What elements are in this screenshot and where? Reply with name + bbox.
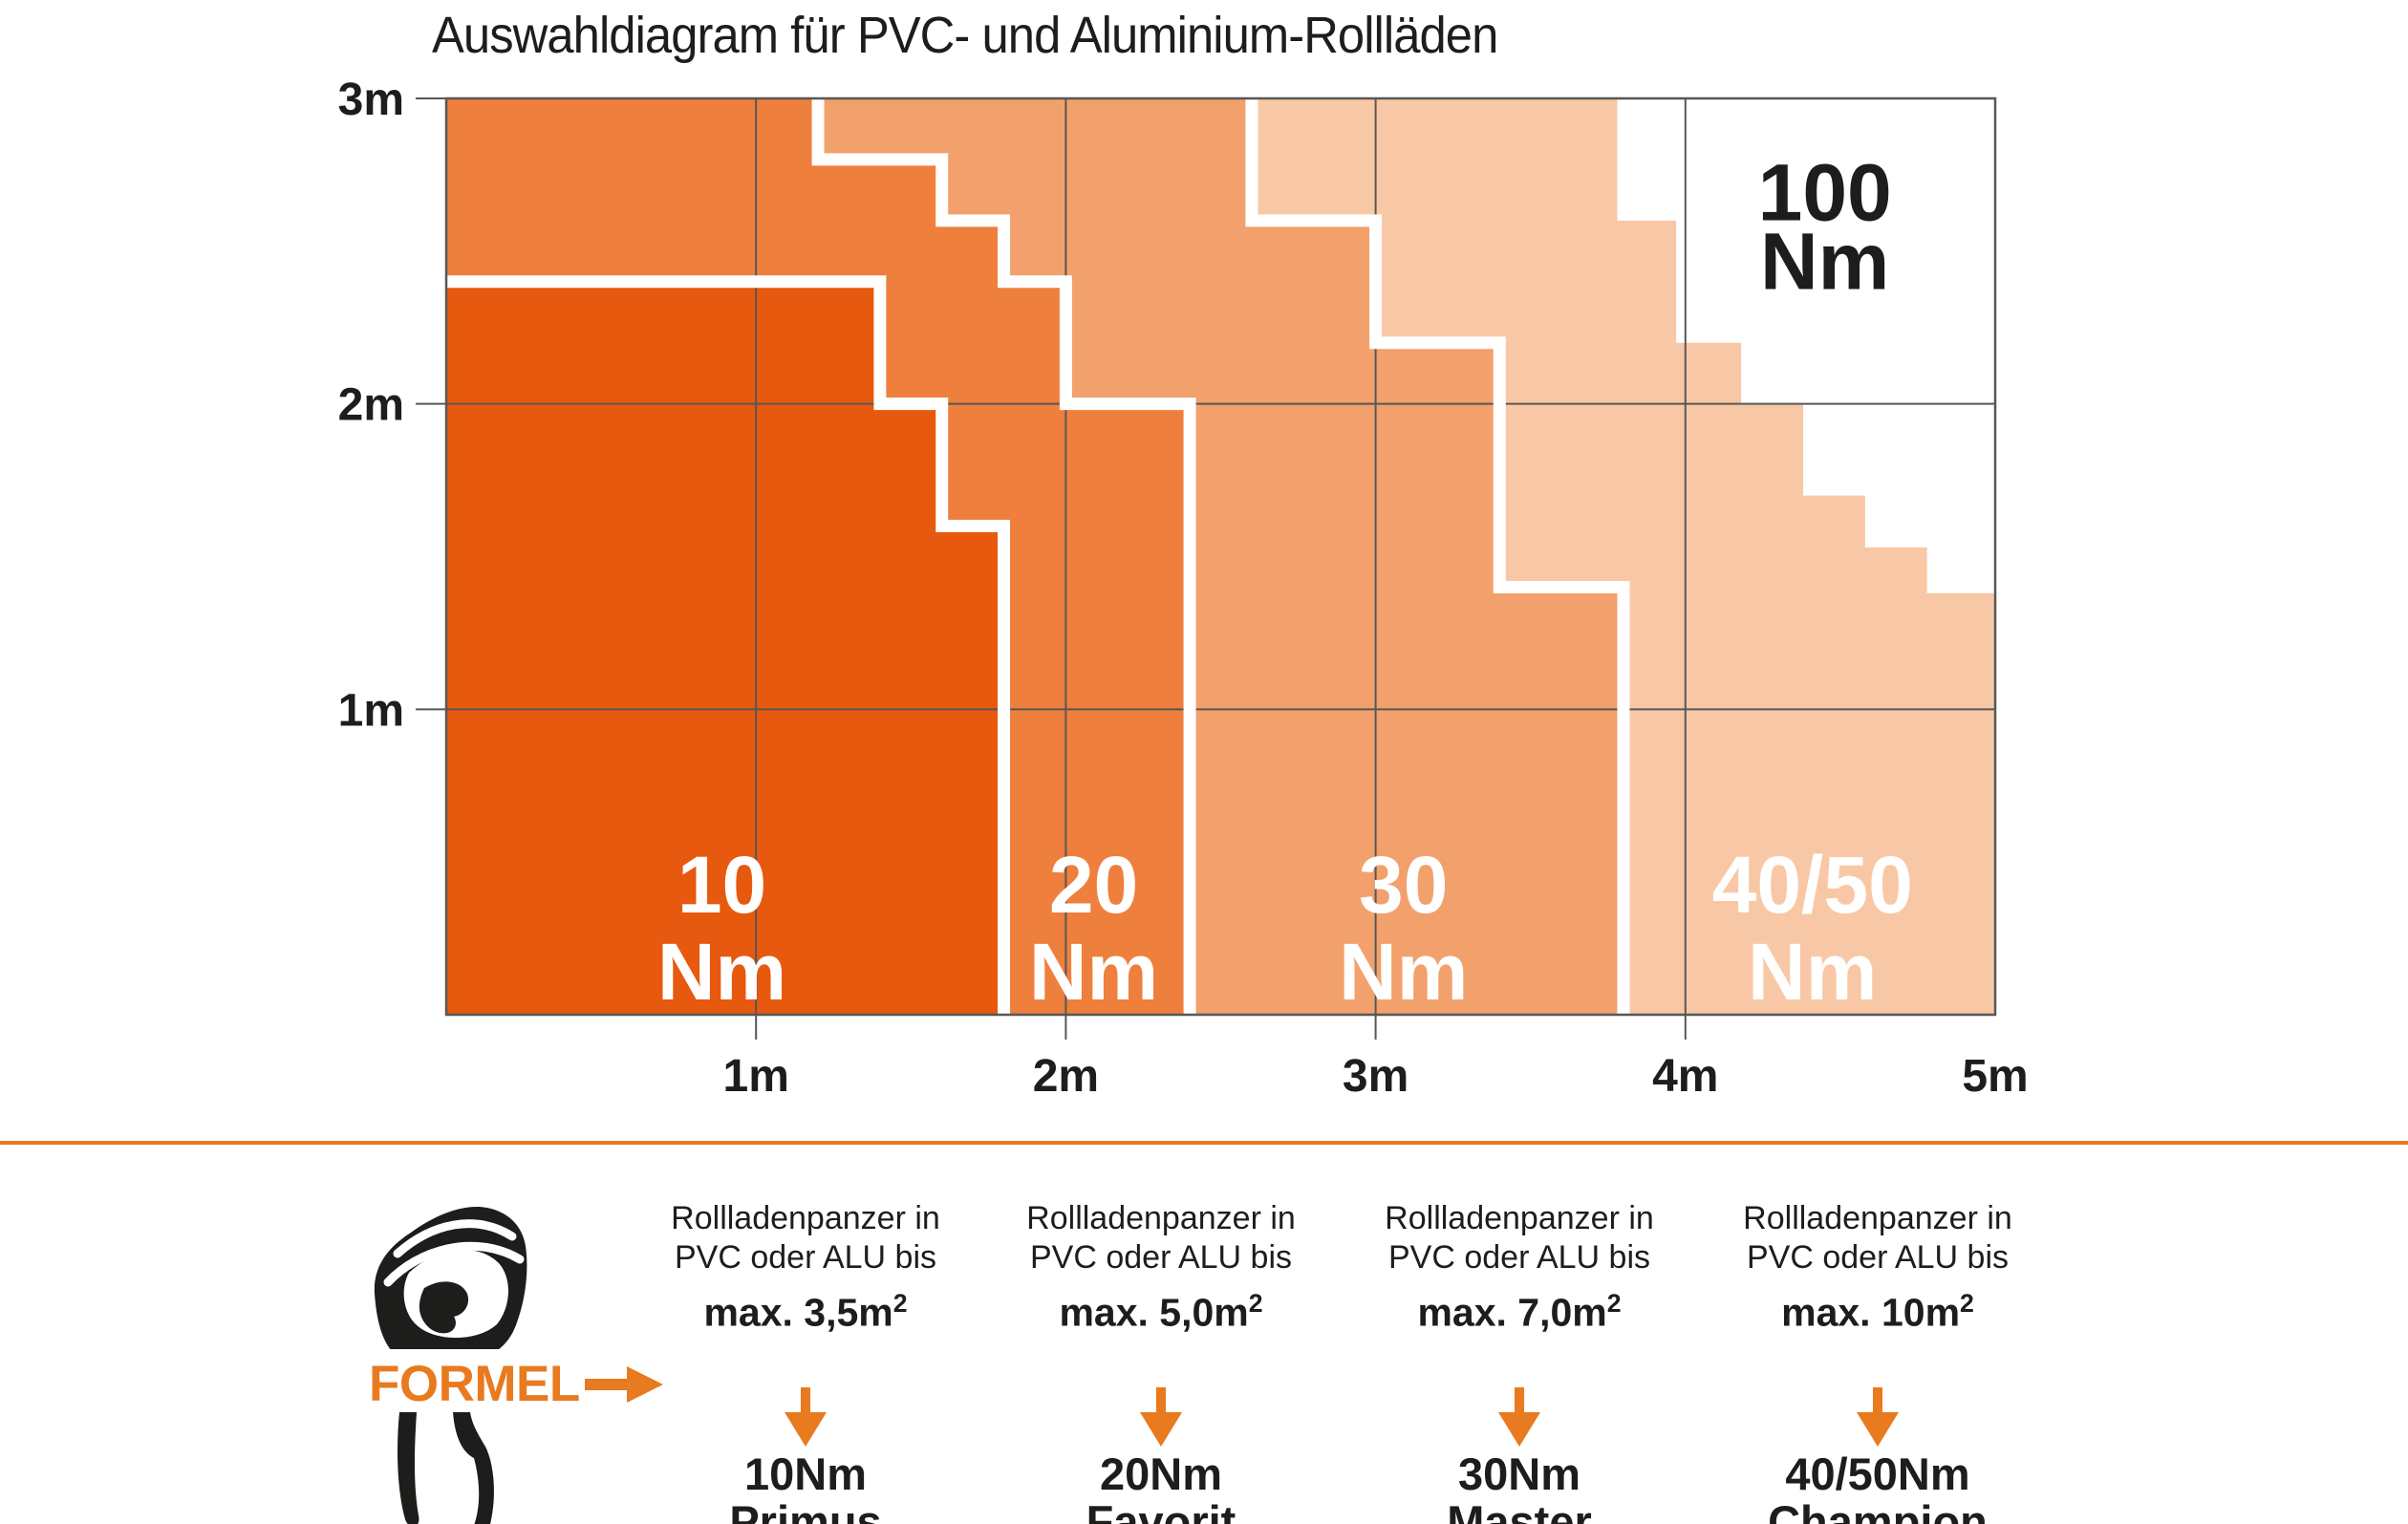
product-name: Primus (729, 1495, 882, 1524)
column-text-line2: PVC oder ALU bis (1746, 1239, 2010, 1276)
down-arrow-icon (1140, 1386, 1182, 1447)
formula-column: Rollladenpanzer in PVC oder ALU bis max.… (1347, 1199, 1691, 1524)
squared-superscript: 2 (1960, 1289, 1974, 1318)
column-text-line1: Rollladenpanzer in (671, 1200, 940, 1236)
formel-label: FORMEL (369, 1356, 580, 1412)
down-arrow-icon (1857, 1386, 1899, 1447)
plot-border (444, 97, 1997, 1017)
column-text-line1: Rollladenpanzer in (1026, 1200, 1296, 1236)
column-text-line2: PVC oder ALU bis (674, 1239, 937, 1276)
column-text-line1: Rollladenpanzer in (1743, 1200, 2012, 1236)
region-label-30Nm: Nm (1339, 927, 1468, 1017)
squared-superscript: 2 (892, 1289, 908, 1318)
column-product: 20Nm Favorit (989, 1448, 1333, 1524)
down-arrow-icon (785, 1386, 827, 1447)
step-boundary-20Nm (811, 98, 1196, 1015)
y-axis-label-3m: 3m (338, 75, 404, 125)
divider-rule (0, 1141, 2408, 1145)
region-fill-10Nm (446, 281, 1004, 1015)
chart-title: Auswahldiagram für PVC- und Aluminium-Ro… (432, 7, 1498, 64)
step-boundary-10Nm (446, 275, 1011, 1015)
column-max-area: max. 5,0m2 (1059, 1289, 1263, 1335)
x-axis-label-3m: 3m (1343, 1051, 1408, 1102)
x-axis-label-5m: 5m (1962, 1051, 2028, 1102)
column-max-area: max. 3,5m2 (703, 1289, 908, 1335)
squared-superscript: 2 (1606, 1289, 1622, 1318)
y-axis-label-2m: 2m (338, 380, 404, 431)
product-name: Master (1447, 1495, 1592, 1524)
region-label-4050Nm: Nm (1748, 927, 1877, 1017)
down-arrow-icon (1498, 1386, 1540, 1447)
column-text-line1: Rollladenpanzer in (1385, 1200, 1654, 1236)
fist-icon (374, 1206, 527, 1524)
step-boundary-30Nm (1245, 98, 1630, 1015)
column-product: 40/50Nm Champion (1706, 1448, 2050, 1524)
column-text-line2: PVC oder ALU bis (1029, 1239, 1293, 1276)
region-label-30Nm: 30 (1359, 840, 1448, 930)
x-axis-label-2m: 2m (1033, 1051, 1099, 1102)
formula-column: Rollladenpanzer in PVC oder ALU bis max.… (634, 1199, 978, 1524)
column-max-area: max. 7,0m2 (1417, 1289, 1622, 1335)
product-torque: 10Nm (743, 1448, 867, 1499)
region-label-10Nm: Nm (657, 927, 786, 1017)
formula-column: Rollladenpanzer in PVC oder ALU bis max.… (989, 1199, 1333, 1524)
region-label-4050Nm: 40/50 (1712, 840, 1913, 930)
x-axis-label-1m: 1m (723, 1051, 789, 1102)
formula-column: Rollladenpanzer in PVC oder ALU bis max.… (1706, 1199, 2050, 1524)
region-label-100Nm: 100 (1758, 147, 1892, 237)
region-label-20Nm: 20 (1049, 840, 1138, 930)
region-label-20Nm: Nm (1029, 927, 1158, 1017)
column-text-line2: PVC oder ALU bis (1387, 1239, 1651, 1276)
product-torque: 30Nm (1457, 1448, 1580, 1499)
product-name: Favorit (1086, 1495, 1236, 1524)
column-product: 10Nm Primus (634, 1448, 978, 1524)
squared-superscript: 2 (1248, 1289, 1263, 1318)
product-torque: 20Nm (1099, 1448, 1222, 1499)
y-axis-label-1m: 1m (338, 685, 404, 736)
x-axis-label-4m: 4m (1652, 1051, 1718, 1102)
region-label-10Nm: 10 (677, 840, 766, 930)
region-label-100Nm: Nm (1760, 216, 1889, 306)
column-product: 30Nm Master (1347, 1448, 1691, 1524)
formel-right-arrow-icon (585, 1366, 663, 1403)
product-name: Champion (1768, 1495, 1988, 1524)
product-torque: 40/50Nm (1785, 1448, 1970, 1499)
column-max-area: max. 10m2 (1781, 1289, 1974, 1335)
